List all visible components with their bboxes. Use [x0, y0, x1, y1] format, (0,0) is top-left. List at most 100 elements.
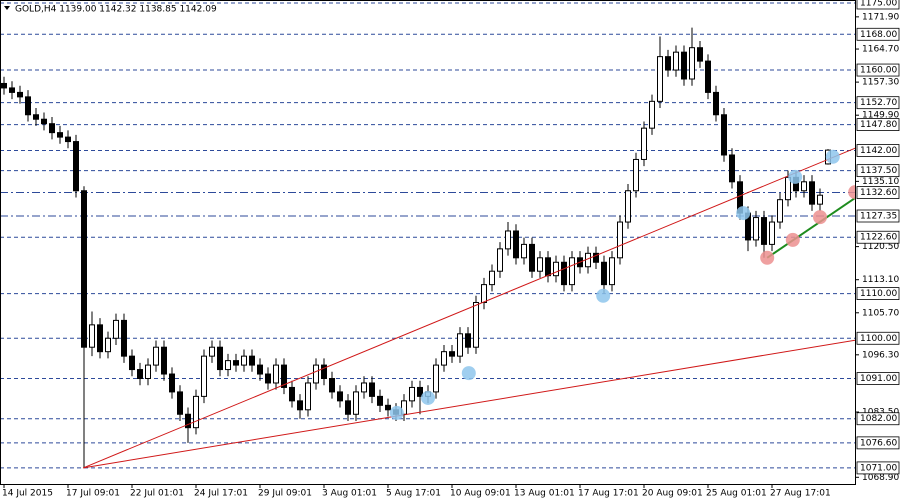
x-tick-label: 17 Jul 09:01 — [66, 489, 120, 499]
candle-body — [201, 355, 207, 397]
candle-body — [345, 400, 351, 415]
candle-body — [561, 261, 567, 286]
candle-body — [49, 123, 55, 134]
candle-body — [97, 324, 103, 353]
candle-body — [553, 261, 559, 277]
candle-body — [657, 56, 663, 102]
candle-body — [777, 199, 783, 223]
level-label-box — [856, 287, 900, 300]
marker — [596, 288, 611, 303]
candle-body — [689, 47, 695, 80]
candle-body — [385, 404, 391, 411]
level-label-box — [856, 209, 900, 223]
candle-body — [129, 355, 135, 371]
x-tick-label: 25 Aug 01:01 — [706, 489, 767, 499]
candle-body — [545, 257, 551, 277]
candle-body — [361, 382, 367, 393]
candle-body — [137, 369, 143, 380]
candle-body — [817, 194, 823, 205]
candle-body — [257, 364, 263, 375]
candle-body — [353, 391, 359, 415]
menu-triangle[interactable] — [4, 6, 10, 10]
candle-body — [601, 261, 607, 286]
candle-body — [649, 100, 655, 129]
candle-body — [457, 333, 463, 357]
candle-body — [569, 257, 575, 286]
candle-body — [617, 221, 623, 259]
level-label: 1100.00 — [860, 334, 897, 344]
candle-body — [313, 364, 319, 384]
candle-body — [217, 346, 223, 371]
marker — [785, 232, 800, 247]
x-tick-label: 17 Aug 17:01 — [578, 489, 639, 499]
candle-body — [729, 154, 735, 183]
candle-body — [417, 386, 423, 397]
candle-body — [145, 364, 151, 380]
x-tick-label: 13 Aug 01:01 — [514, 489, 575, 499]
level-label: 1168.00 — [860, 30, 897, 40]
candle-body — [249, 355, 255, 366]
candle-body — [153, 346, 159, 366]
x-tick-label: 10 Aug 09:01 — [450, 489, 511, 499]
marker — [813, 210, 827, 225]
candle-body — [505, 230, 511, 250]
level-label-box — [856, 461, 900, 475]
trendline — [766, 197, 855, 259]
candle-body — [161, 346, 167, 375]
level-label: 1110.00 — [860, 289, 897, 299]
y-tick-label: 1157.30 — [862, 78, 899, 88]
level-label-box — [856, 436, 900, 450]
candle-body — [25, 96, 31, 116]
candle-body — [449, 351, 455, 357]
level-label: 1137.50 — [860, 166, 897, 176]
candle-body — [281, 364, 287, 388]
level-label: 1152.70 — [860, 98, 897, 108]
level-label-box — [856, 96, 900, 110]
candle-body — [73, 141, 79, 192]
trendline — [83, 147, 855, 469]
level-label: 1132.60 — [860, 188, 897, 198]
candle-body — [705, 60, 711, 93]
candle-body — [121, 319, 127, 357]
marker — [788, 169, 803, 184]
level-label-box — [856, 186, 900, 199]
marker — [848, 185, 855, 200]
candle-body — [641, 127, 647, 160]
candle-body — [329, 378, 335, 393]
candle-body — [209, 346, 215, 357]
candle-body — [673, 51, 679, 71]
level-label-box — [856, 144, 900, 157]
candle-body — [481, 284, 487, 304]
y-tick-label: 1068.90 — [862, 473, 899, 483]
candle-body — [177, 391, 183, 415]
marker — [760, 250, 775, 265]
plot-frame — [0, 0, 856, 485]
level-label-box — [856, 331, 900, 345]
candle-body — [113, 319, 119, 339]
level-label-box — [856, 0, 900, 10]
y-tick-label: 1105.70 — [862, 308, 899, 318]
candle-body — [465, 333, 471, 348]
level-label-box — [856, 63, 900, 77]
candle-body — [769, 221, 775, 245]
marker — [461, 366, 476, 381]
candle-body — [625, 190, 631, 223]
level-label: 1076.60 — [860, 438, 897, 448]
candle-body — [489, 270, 495, 286]
level-label: 1147.80 — [860, 120, 897, 130]
candle-body — [761, 217, 767, 245]
candle-body — [809, 181, 815, 205]
y-tick-label: 1149.90 — [862, 111, 899, 121]
candle-body — [41, 118, 47, 125]
level-label-box — [856, 230, 900, 244]
level-label-box — [856, 27, 900, 41]
candle-body — [409, 386, 415, 402]
candle-body — [681, 51, 687, 80]
candle-body — [33, 114, 39, 120]
candle-body — [801, 181, 807, 192]
candle-body — [17, 91, 23, 98]
candle-body — [665, 56, 671, 71]
y-tick-label: 1113.10 — [862, 275, 899, 285]
y-tick-label: 1135.10 — [862, 177, 899, 187]
